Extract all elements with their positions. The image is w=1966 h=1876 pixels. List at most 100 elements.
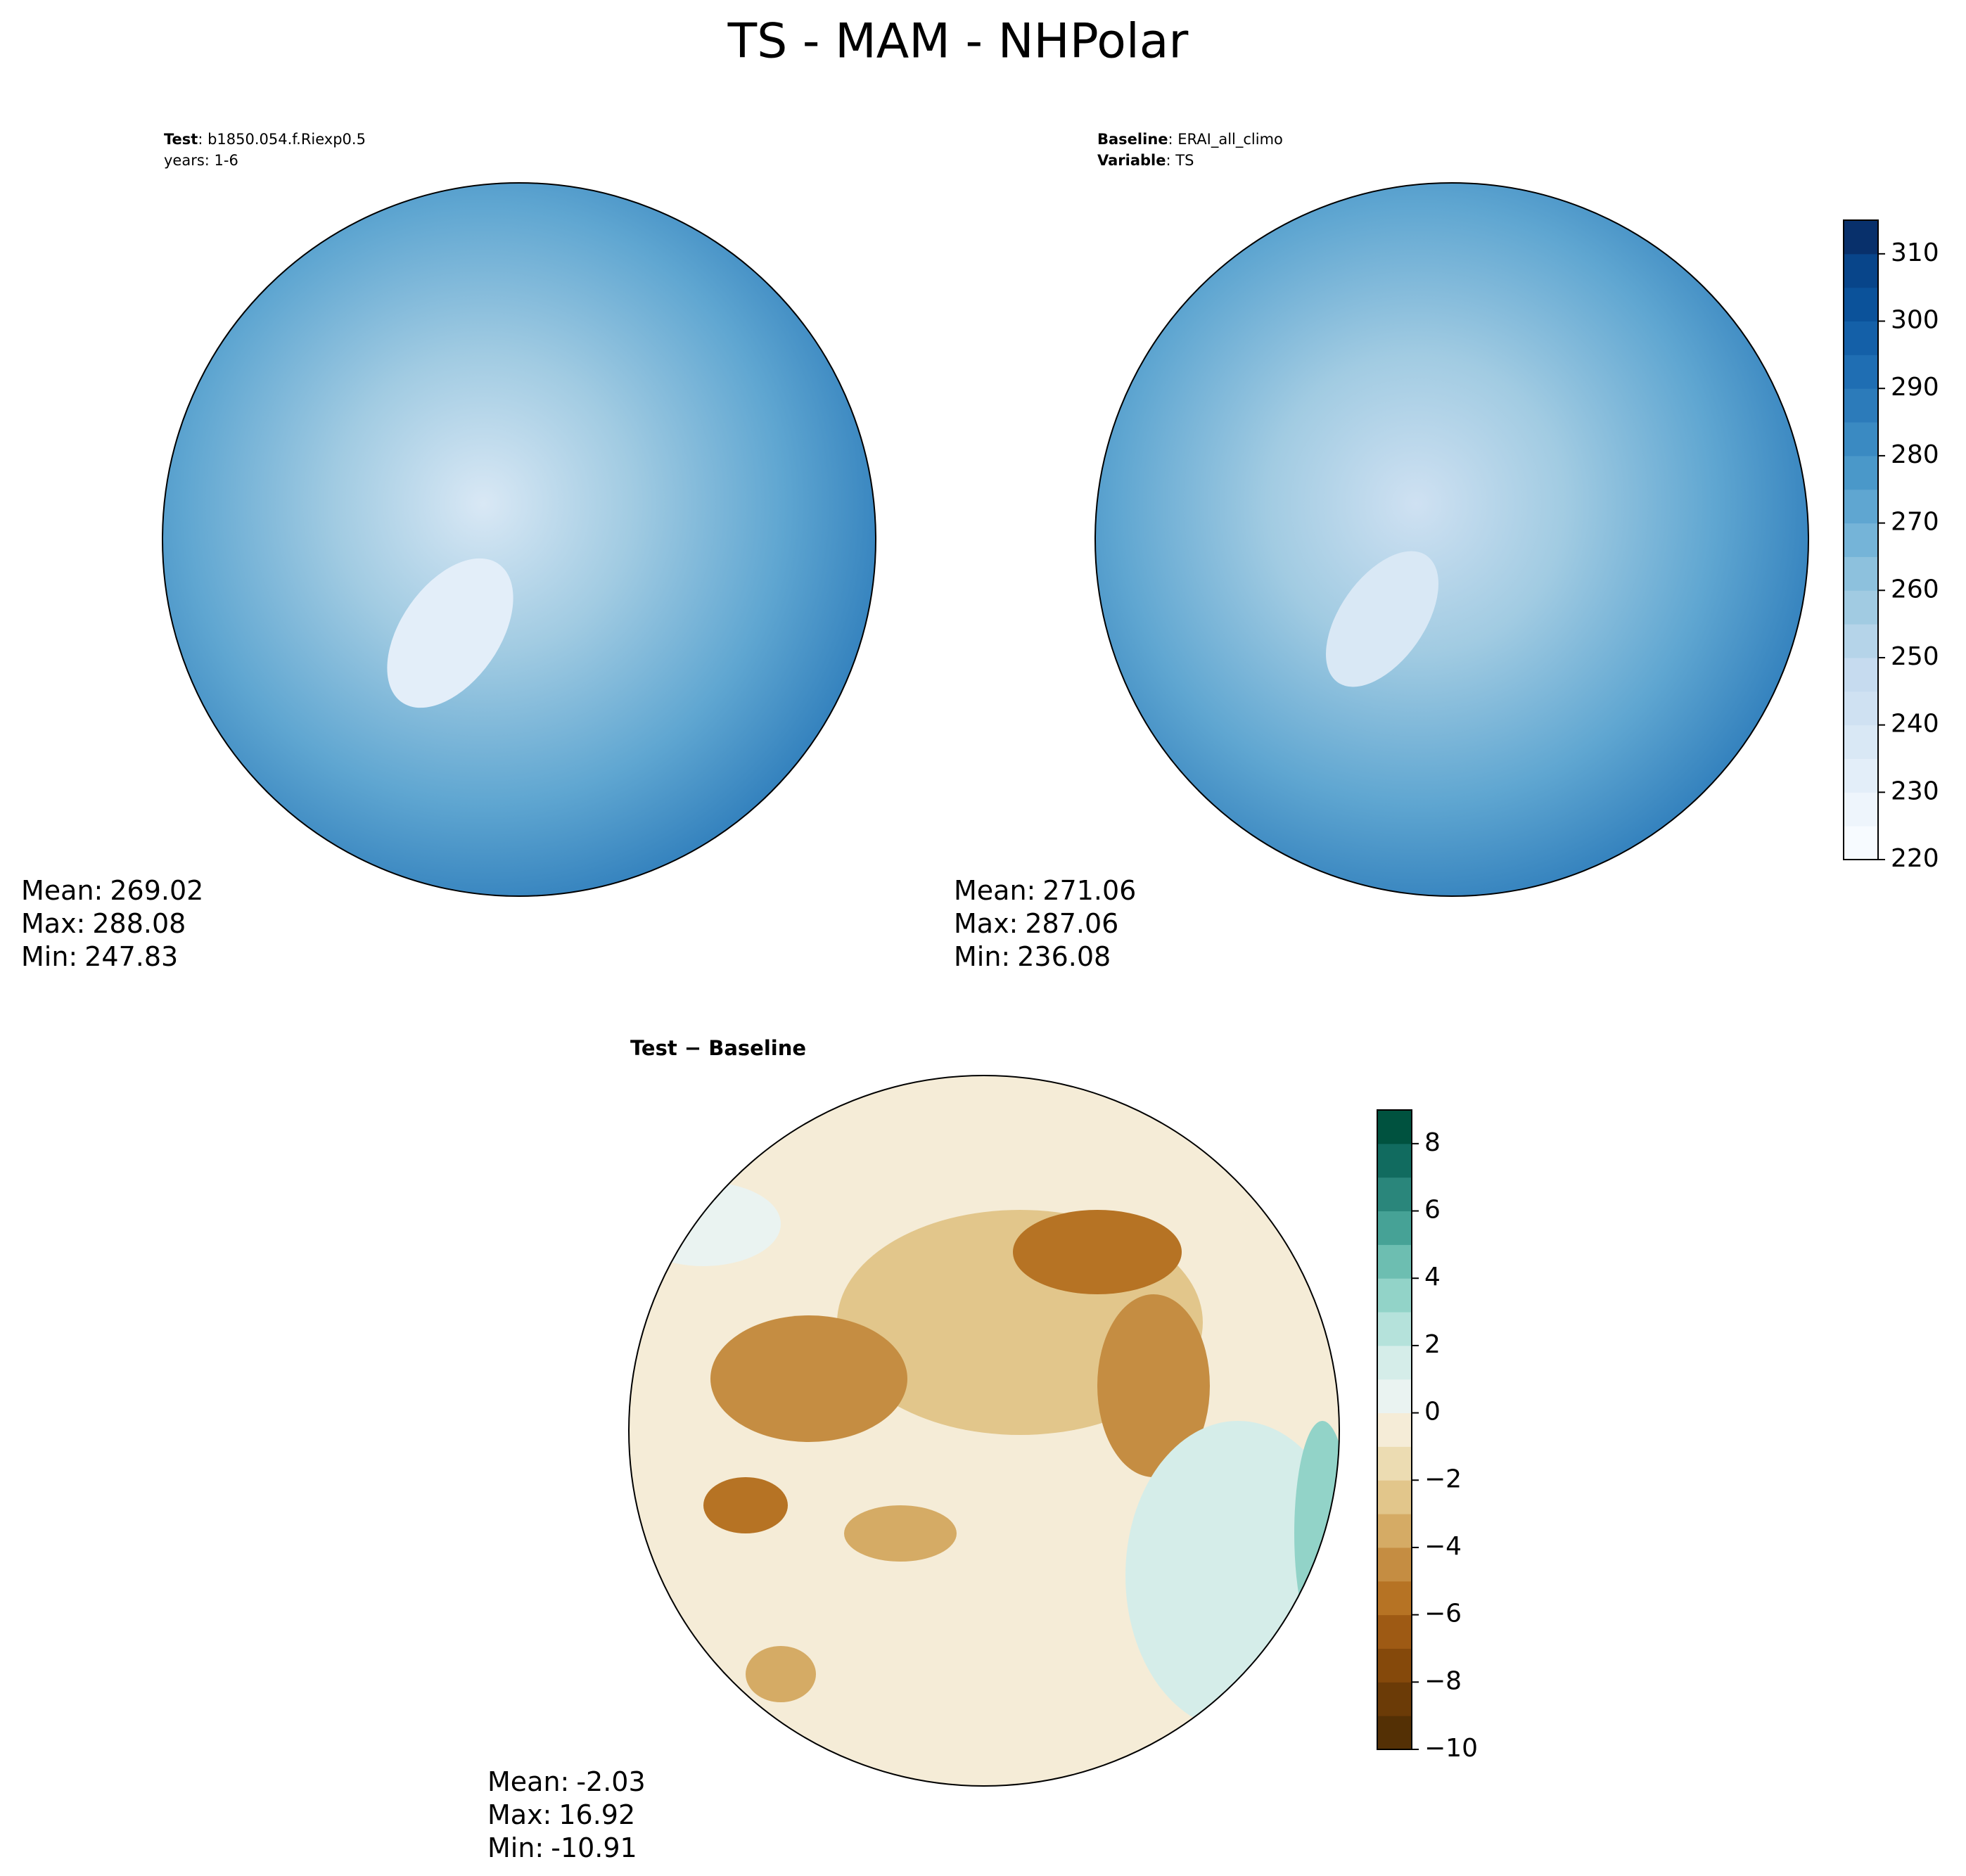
map-feature	[387, 558, 513, 708]
colorbar-tick-label: 220	[1891, 844, 1939, 873]
stat-label: Mean:	[954, 875, 1035, 906]
colorbar-tick-label: 2	[1424, 1330, 1441, 1359]
stat: Max: 287.06	[954, 908, 1118, 939]
header-label: Baseline	[1097, 131, 1168, 148]
stat-value: 16.92	[558, 1799, 635, 1830]
colorbar-band	[1377, 1244, 1412, 1279]
map-baseline	[1094, 182, 1809, 897]
colorbar-band	[1844, 220, 1878, 255]
colorbar-tick-label: 310	[1891, 238, 1939, 267]
figure-title: TS - MAM - NHPolar	[727, 14, 1189, 70]
stat-value: -2.03	[576, 1766, 645, 1797]
colorbar-tick-label: 8	[1424, 1128, 1441, 1157]
colorbar-band	[1377, 1110, 1412, 1144]
colorbar-band	[1844, 624, 1878, 658]
colorbar-band	[1844, 725, 1878, 759]
colorbar-tick-label: −4	[1424, 1532, 1462, 1561]
colorbar-tick-label: 280	[1891, 440, 1939, 469]
colorbar-band	[1377, 1648, 1412, 1683]
stat-label: Max:	[954, 908, 1018, 939]
colorbar-band	[1844, 657, 1878, 692]
colorbar-band	[1377, 1312, 1412, 1346]
header-text: : ERAI_all_climo	[1168, 131, 1283, 148]
stat-label: Mean:	[21, 875, 103, 906]
colorbar-tick-label: 250	[1891, 642, 1939, 671]
colorbar-band	[1377, 1547, 1412, 1582]
stat-label: Mean:	[487, 1766, 569, 1797]
colorbar-band	[1844, 792, 1878, 827]
colorbar-frame	[1843, 219, 1879, 860]
colorbar-band	[1377, 1143, 1412, 1178]
map-outline	[628, 1075, 1340, 1787]
stat: Mean: 271.06	[954, 875, 1136, 906]
colorbar-tick-label: 0	[1424, 1398, 1441, 1427]
header-label: Test	[164, 131, 198, 148]
stat-label: Max:	[487, 1799, 551, 1830]
header-text: years: 1-6	[164, 152, 238, 169]
colorbar-band	[1377, 1716, 1412, 1750]
stat-value: 269.02	[110, 875, 203, 906]
stat-label: Min:	[487, 1832, 544, 1863]
colorbar-band	[1377, 1345, 1412, 1380]
map-difference	[629, 1076, 1339, 1786]
colorbar-band	[1844, 388, 1878, 423]
colorbar-tick-label: −2	[1424, 1465, 1462, 1493]
colorbar-frame	[1377, 1109, 1412, 1750]
colorbar-tick-label: −10	[1424, 1734, 1478, 1763]
stat-value: 271.06	[1042, 875, 1136, 906]
stat-label: Max:	[21, 908, 85, 939]
stat: Min: 247.83	[21, 941, 178, 972]
colorbar-band	[1377, 1514, 1412, 1548]
colorbar-band	[1844, 489, 1878, 524]
panel-header: years: 1-6	[164, 152, 238, 169]
colorbar-band	[1377, 1446, 1412, 1481]
colorbar-tick-label: 240	[1891, 710, 1939, 739]
panel-header: Variable: TS	[1097, 152, 1194, 169]
stat: Mean: -2.03	[487, 1766, 646, 1797]
colorbar-band	[1844, 590, 1878, 625]
header-label: Test − Baseline	[630, 1036, 806, 1060]
colorbar-band	[1844, 321, 1878, 355]
colorbar-band	[1844, 758, 1878, 793]
colorbar-band	[1377, 1682, 1412, 1716]
panel-header: Baseline: ERAI_all_climo	[1097, 131, 1283, 148]
stat-value: -10.91	[551, 1832, 637, 1863]
colorbar-band	[1844, 556, 1878, 591]
colorbar-band	[1377, 1278, 1412, 1313]
stat-label: Min:	[21, 941, 77, 972]
colorbar-band	[1377, 1211, 1412, 1245]
colorbar-tick-label: 230	[1891, 777, 1939, 805]
stat-value: 247.83	[84, 941, 178, 972]
stat-label: Min:	[954, 941, 1010, 972]
panel-header: Test − Baseline	[630, 1036, 806, 1060]
stat: Min: -10.91	[487, 1832, 637, 1863]
colorbar-band	[1844, 523, 1878, 557]
colorbar-band	[1844, 826, 1878, 860]
stat: Max: 16.92	[487, 1799, 635, 1830]
colorbar-tick-label: −6	[1424, 1600, 1462, 1628]
map-test	[162, 182, 876, 897]
stat: Min: 236.08	[954, 941, 1111, 972]
map-feature	[1326, 551, 1438, 687]
colorbar-band	[1377, 1177, 1412, 1212]
colorbar-tick-label: −8	[1424, 1666, 1462, 1695]
stat-value: 287.06	[1025, 908, 1118, 939]
colorbar-band	[1844, 253, 1878, 288]
colorbar-band	[1844, 455, 1878, 490]
colorbar-tick-label: 260	[1891, 575, 1939, 604]
colorbar-band	[1377, 1480, 1412, 1514]
colorbar-band	[1844, 355, 1878, 389]
header-text: : b1850.054.f.Riexp0.5	[198, 131, 366, 148]
stat-value: 288.08	[92, 908, 186, 939]
panel-header: Test: b1850.054.f.Riexp0.5	[164, 131, 366, 148]
stat: Mean: 269.02	[21, 875, 203, 906]
stat-value: 236.08	[1017, 941, 1111, 972]
colorbar-tick-label: 6	[1424, 1196, 1441, 1225]
header-text: : TS	[1166, 152, 1194, 169]
colorbar-band	[1844, 691, 1878, 726]
colorbar-band	[1844, 422, 1878, 457]
colorbar-tick-label: 300	[1891, 306, 1939, 335]
stat: Max: 288.08	[21, 908, 186, 939]
colorbar-tick-label: 4	[1424, 1263, 1441, 1291]
